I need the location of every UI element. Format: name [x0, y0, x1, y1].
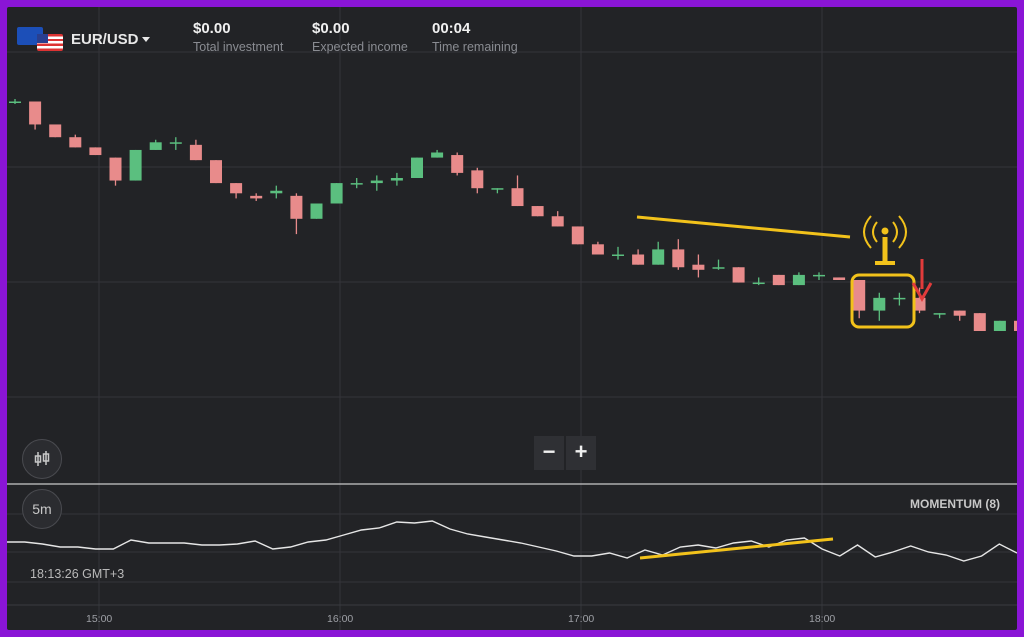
candle: [873, 292, 886, 321]
candle: [571, 226, 584, 245]
annotation-layer: [636, 215, 933, 560]
candle: [330, 183, 343, 204]
candles-layer: [9, 98, 1017, 331]
candle: [612, 246, 624, 260]
candle: [129, 149, 142, 181]
candle: [813, 272, 825, 280]
asset-pair-label: EUR/USD: [71, 31, 139, 48]
candle: [652, 241, 665, 265]
candle: [712, 259, 725, 270]
candle: [109, 157, 122, 186]
expected-income: $0.00 Expected income: [312, 20, 408, 54]
eu-flag-icon: [17, 27, 43, 45]
candle: [390, 172, 403, 186]
time-remaining: 00:04 Time remaining: [432, 20, 518, 54]
total-investment: $0.00 Total investment: [193, 20, 283, 54]
total-investment-value: $0.00: [193, 20, 231, 37]
candle: [350, 178, 363, 189]
candle: [1014, 320, 1017, 331]
chart-canvas: [7, 7, 1017, 630]
candle: [772, 274, 785, 286]
trend-line-momentum: [639, 537, 834, 560]
candle: [210, 160, 222, 184]
momentum-layer: [7, 520, 1017, 562]
candle: [792, 272, 805, 286]
candle: [511, 175, 524, 207]
time-tick-label: 16:00: [327, 613, 354, 625]
candle: [310, 203, 323, 219]
time-remaining-label: Time remaining: [432, 40, 518, 54]
candle: [893, 292, 906, 306]
candle: [69, 134, 82, 148]
total-investment-label: Total investment: [193, 40, 284, 54]
server-clock: 18:13:26 GMT+3: [30, 567, 125, 581]
signal-tower-icon: [863, 215, 907, 265]
candle: [491, 188, 504, 194]
candle: [591, 241, 604, 255]
chart-grid: [7, 7, 1017, 630]
candles-icon: [34, 451, 50, 466]
candle: [270, 185, 283, 199]
down-arrow-icon: [911, 259, 933, 303]
signal-highlight-box: [850, 273, 916, 329]
zoom-out-button[interactable]: −: [534, 436, 564, 470]
candle: [89, 147, 102, 156]
candle: [431, 149, 444, 158]
candle: [752, 277, 765, 286]
expected-income-label: Expected income: [312, 40, 408, 54]
candle: [531, 206, 544, 217]
candle: [370, 175, 383, 191]
momentum-line: [7, 520, 1017, 562]
time-remaining-value: 00:04: [432, 20, 471, 37]
chart-type-button[interactable]: [22, 439, 62, 479]
candle: [632, 249, 645, 265]
candle: [551, 211, 564, 227]
candle: [9, 98, 21, 105]
candle: [149, 139, 162, 150]
trend-line-price: [636, 215, 851, 239]
chevron-down-icon: [142, 37, 150, 42]
time-tick-label: 15:00: [86, 613, 113, 625]
timeframe-button[interactable]: 5m: [22, 489, 62, 529]
candle: [672, 239, 685, 270]
time-tick-label: 18:00: [809, 613, 836, 625]
indicator-label: MOMENTUM (8): [910, 497, 1000, 511]
expected-income-value: $0.00: [312, 20, 350, 37]
candle: [250, 193, 263, 201]
candle: [49, 124, 62, 138]
candle: [993, 320, 1006, 331]
top-bar: EUR/USD $0.00 Total investment $0.00 Exp…: [7, 7, 1017, 67]
candle: [169, 137, 182, 150]
candle: [853, 280, 866, 319]
candle: [290, 193, 303, 235]
candle: [451, 152, 464, 176]
us-flag-icon: [37, 34, 63, 51]
candle: [692, 254, 705, 278]
candle: [471, 167, 484, 194]
candle: [833, 277, 846, 280]
candle: [732, 267, 745, 283]
candle: [953, 310, 966, 321]
candle: [29, 101, 42, 130]
candle: [411, 157, 423, 178]
time-tick-label: 17:00: [568, 613, 595, 625]
zoom-in-button[interactable]: +: [566, 436, 596, 470]
currency-flags-icon: [17, 27, 65, 53]
trading-chart-window: EUR/USD $0.00 Total investment $0.00 Exp…: [7, 7, 1017, 630]
candle: [189, 139, 202, 161]
candle: [973, 313, 986, 331]
candle: [230, 183, 243, 199]
candle: [933, 313, 946, 319]
